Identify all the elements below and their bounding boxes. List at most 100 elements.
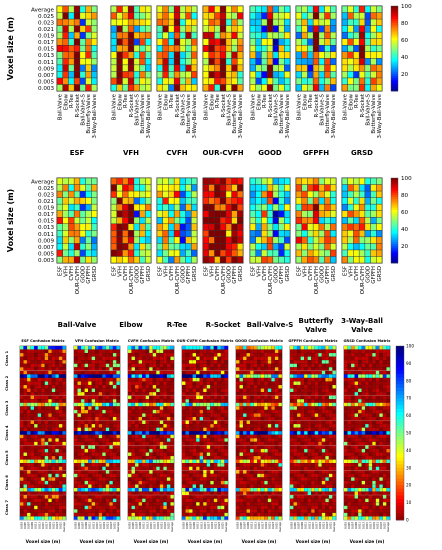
confusion-cell — [74, 427, 78, 432]
heatmap-cell — [145, 256, 151, 263]
heatmap-cell — [261, 65, 267, 72]
heatmap-cell — [214, 178, 220, 185]
confusion-cell — [257, 505, 261, 510]
confusion-cell — [41, 502, 45, 506]
confusion-cell — [142, 381, 146, 385]
confusion-cell — [95, 434, 99, 439]
heatmap-cell — [359, 230, 365, 237]
heatmap-cell — [168, 6, 174, 13]
heatmap-cell — [330, 38, 336, 45]
confusion-cell — [217, 388, 221, 393]
confusion-cell — [30, 448, 35, 453]
heatmap-cell — [145, 38, 151, 45]
confusion-cell — [105, 349, 110, 353]
x-tick-label: Ball-Valve-S — [366, 93, 372, 125]
confusion-cell — [192, 360, 197, 364]
heatmap-cell — [174, 197, 180, 204]
confusion-cell — [102, 413, 106, 417]
confusion-cell — [163, 392, 167, 396]
heatmap-cell — [214, 191, 220, 198]
confusion-cell — [109, 495, 113, 499]
confusion-cell — [98, 367, 103, 371]
heatmap-cell — [273, 250, 279, 257]
confusion-cell — [206, 381, 211, 385]
heatmap-cell — [255, 256, 262, 263]
confusion-cell — [91, 502, 96, 506]
confusion-cell — [182, 434, 186, 439]
confusion-cell — [138, 395, 143, 400]
confusion-cell — [156, 424, 160, 428]
confusion-cell — [112, 434, 117, 439]
confusion-cell — [239, 512, 243, 517]
heatmap-cell — [319, 210, 325, 217]
heatmap-cell — [111, 12, 117, 19]
heatmap-cell — [91, 210, 97, 217]
heatmap-cell — [157, 6, 163, 13]
heatmap-cell — [347, 71, 354, 78]
confusion-cell — [300, 356, 305, 361]
confusion-cell — [192, 363, 197, 368]
confusion-cell — [304, 370, 308, 375]
confusion-cell — [23, 424, 27, 428]
confusion-cell — [88, 356, 92, 361]
confusion-cell — [250, 495, 254, 499]
heatmap-cell — [174, 45, 180, 52]
confusion-cell — [220, 381, 225, 385]
confusion-cell — [84, 353, 89, 357]
confusion-cell — [81, 385, 85, 389]
heatmap-cell — [370, 184, 377, 191]
confusion-cell — [128, 399, 132, 403]
heatmap-cell — [180, 32, 186, 39]
confusion-cell — [257, 459, 261, 464]
confusion-cell — [318, 381, 322, 385]
confusion-cell — [192, 402, 197, 407]
confusion-cell — [213, 377, 218, 382]
heatmap-cell — [80, 217, 86, 224]
confusion-cell — [20, 512, 24, 517]
confusion-cell — [109, 434, 113, 439]
confusion-cell — [34, 402, 38, 407]
heatmap-cell — [359, 78, 365, 85]
confusion-cell — [163, 495, 167, 499]
confusion-cell — [37, 495, 42, 499]
x-tick-label: 0.005 — [24, 522, 27, 529]
heatmap-panel: ESF VFH CVFH OUR-CVFH GOOD GFPFH GRSDButterfly… — [295, 177, 337, 334]
confusion-cell — [257, 484, 261, 488]
confusion-cell — [51, 463, 56, 467]
confusion-cell — [253, 498, 258, 503]
confusion-cell — [220, 473, 225, 478]
heatmap-cell — [296, 71, 302, 78]
confusion-cell — [236, 459, 240, 464]
confusion-cell — [88, 395, 92, 400]
confusion-cell — [34, 392, 38, 396]
confusion-cell — [217, 448, 221, 453]
confusion-cell — [166, 399, 171, 403]
confusion-cell — [20, 385, 24, 389]
confusion-cell — [260, 473, 265, 478]
heatmap-cell — [319, 250, 325, 257]
heatmap-cell — [324, 191, 331, 198]
confusion-cell — [116, 356, 120, 361]
confusion-cell — [20, 399, 24, 403]
confusion-cell — [220, 456, 225, 460]
confusion-cell — [105, 512, 110, 517]
confusion-cell — [274, 488, 279, 492]
heatmap-cell — [145, 32, 151, 39]
confusion-cell — [220, 512, 225, 517]
confusion-cell — [170, 377, 174, 382]
confusion-cell — [74, 491, 78, 495]
confusion-cell — [250, 488, 254, 492]
confusion-cell — [152, 399, 157, 403]
confusion-cell — [77, 374, 81, 378]
confusion-cell — [318, 356, 322, 361]
confusion-cell — [81, 406, 85, 410]
x-tick-label: 0.007 — [28, 522, 31, 529]
heatmap-cell — [139, 38, 146, 45]
confusion-cell — [185, 459, 189, 464]
confusion-cell — [48, 512, 52, 517]
confusion-cell — [27, 420, 31, 424]
confusion-cell — [62, 399, 66, 403]
confusion-cell — [278, 427, 282, 432]
heatmap-cell — [226, 204, 232, 211]
